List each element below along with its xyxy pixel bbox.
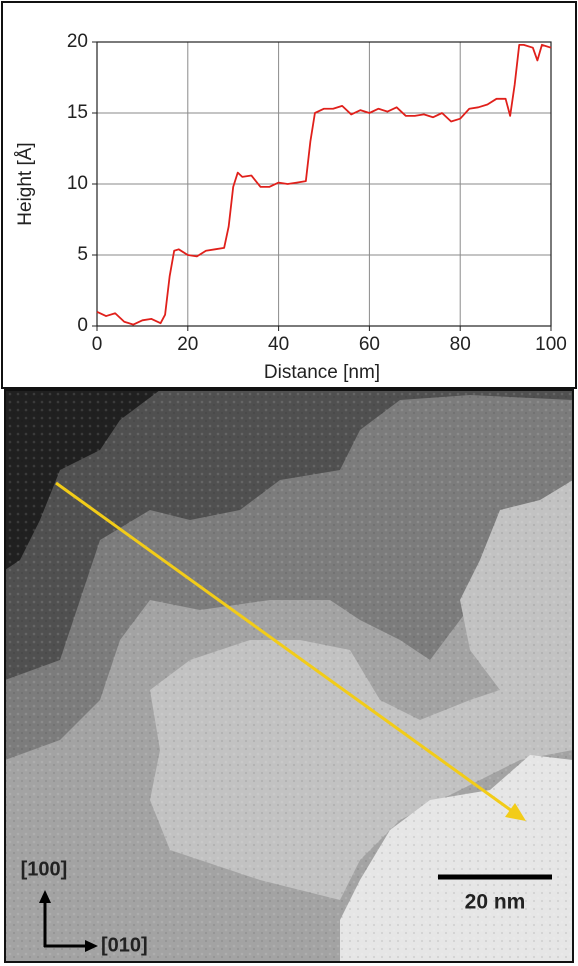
image-border xyxy=(4,389,574,963)
y-tick-label: 20 xyxy=(67,31,88,52)
y-axis-label: Height [Å] xyxy=(15,142,36,225)
profile-line xyxy=(96,43,552,326)
arrow-head xyxy=(85,940,98,952)
plot-frame xyxy=(96,41,552,327)
direction-label: [010] xyxy=(101,934,148,956)
x-tick-label: 0 xyxy=(92,334,103,355)
x-tick-label: 80 xyxy=(450,334,471,355)
y-tick-label: 15 xyxy=(67,102,88,123)
y-tick-label: 10 xyxy=(67,173,88,194)
arrow-head xyxy=(505,803,526,821)
x-tick-label: 20 xyxy=(177,334,198,355)
arrow-head xyxy=(39,890,51,903)
x-tick-label: 100 xyxy=(535,334,567,355)
stm-image: [100] [010] 20 nm xyxy=(4,389,574,963)
plot: 0 5 10 15 20 0 20 40 60 80 100 xyxy=(67,31,567,355)
direction-label: [100] xyxy=(21,858,68,880)
y-tick-label: 0 xyxy=(77,315,88,336)
profile-arrow xyxy=(55,481,513,813)
scale-bar-label: 20 nm xyxy=(465,891,526,914)
x-tick-label: 40 xyxy=(268,334,289,355)
surface-texture xyxy=(5,390,573,962)
x-axis-label: Distance [nm] xyxy=(264,362,380,383)
x-tick-label: 60 xyxy=(359,334,380,355)
y-tick-label: 5 xyxy=(77,244,88,265)
